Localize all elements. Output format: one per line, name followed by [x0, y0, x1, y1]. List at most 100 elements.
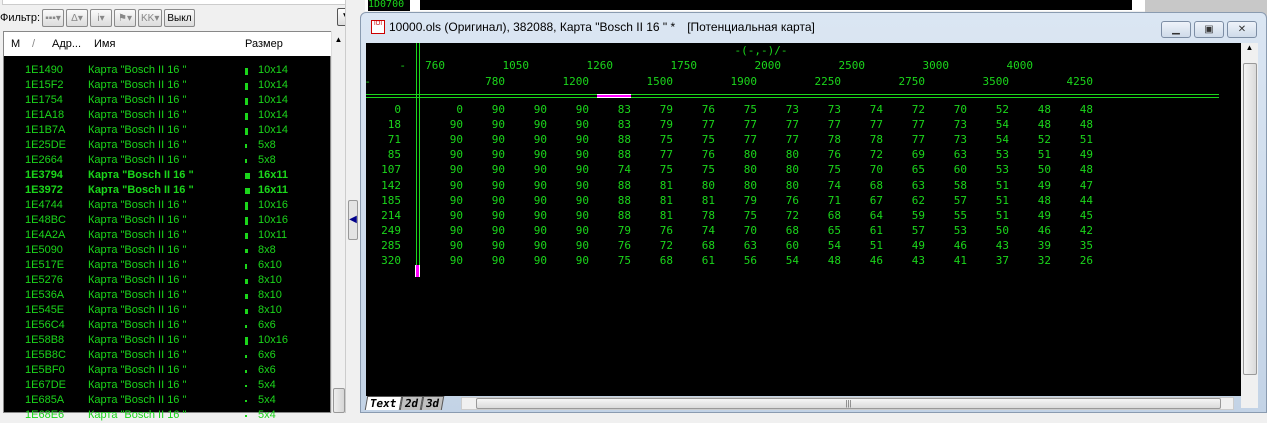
map-cell[interactable]: 46 [1037, 223, 1051, 237]
map-cell[interactable]: 51 [869, 238, 883, 252]
map-cell[interactable]: 90 [491, 118, 505, 132]
map-cell[interactable]: 80 [785, 163, 799, 177]
map-cell[interactable]: 62 [911, 193, 925, 207]
map-cell[interactable]: 54 [785, 254, 799, 267]
map-cell[interactable]: 77 [785, 133, 799, 147]
map-cell[interactable]: 80 [743, 148, 757, 162]
map-cell[interactable]: 74 [869, 103, 883, 116]
map-cell[interactable]: 90 [533, 193, 547, 207]
map-cell[interactable]: 75 [701, 163, 715, 177]
minimize-button[interactable]: ▁ [1161, 21, 1191, 38]
list-item[interactable]: 1E5276 Карта "Bosch II 16 " 8x10 [4, 273, 332, 288]
map-cell[interactable]: 53 [995, 163, 1009, 177]
map-cell[interactable]: 76 [659, 223, 673, 237]
filter-flag-button[interactable]: ⚑▾ [114, 9, 137, 27]
map-cell[interactable]: 90 [533, 163, 547, 177]
map-cell[interactable]: 45 [1079, 208, 1093, 222]
map-cell[interactable]: 90 [533, 208, 547, 222]
col-mark[interactable]: M [11, 38, 21, 50]
map-cell[interactable]: 68 [701, 238, 715, 252]
map-cell[interactable]: 81 [701, 193, 715, 207]
map-cell[interactable]: 49 [911, 238, 925, 252]
list-item[interactable]: 1E685A Карта "Bosch II 16 " 5x4 [4, 393, 332, 408]
map-cell[interactable]: 50 [995, 223, 1009, 237]
map-cell[interactable]: 42 [1079, 223, 1093, 237]
map-cell[interactable]: 37 [995, 254, 1009, 267]
map-cell[interactable]: 72 [659, 238, 673, 252]
map-cell[interactable]: 77 [743, 133, 757, 147]
map-cell[interactable]: 80 [743, 178, 757, 192]
map-cell[interactable]: 74 [701, 223, 715, 237]
map-cell[interactable]: 77 [659, 148, 673, 162]
map-cell[interactable]: 35 [1079, 238, 1093, 252]
map-cell[interactable]: 65 [911, 163, 925, 177]
map-cell[interactable]: 32 [1037, 254, 1051, 267]
map-cell[interactable]: 90 [575, 254, 589, 267]
list-item[interactable]: 1E517E Карта "Bosch II 16 " 6x10 [4, 258, 332, 273]
map-cell[interactable]: 51 [995, 178, 1009, 192]
map-cell[interactable]: 76 [701, 103, 715, 116]
map-cell[interactable]: 90 [449, 118, 463, 132]
map-cell[interactable]: 90 [449, 133, 463, 147]
list-item[interactable]: 1E545E Карта "Bosch II 16 " 8x10 [4, 303, 332, 318]
map-cell[interactable]: 54 [995, 133, 1009, 147]
map-cell[interactable]: 52 [1037, 133, 1051, 147]
list-item[interactable]: 1E2664 Карта "Bosch II 16 " 5x8 [4, 153, 332, 168]
map-cell[interactable]: 90 [491, 178, 505, 192]
map-cell[interactable]: 90 [575, 163, 589, 177]
map-cell[interactable]: 90 [449, 178, 463, 192]
map-cell[interactable]: 47 [1079, 178, 1093, 192]
map-cell[interactable]: 77 [869, 118, 883, 132]
horizontal-scroll-thumb[interactable]: ||| [476, 398, 1221, 409]
map-cell[interactable]: 61 [701, 254, 715, 267]
map-cell[interactable]: 50 [1037, 163, 1051, 177]
map-cell[interactable]: 90 [575, 193, 589, 207]
map-cell[interactable]: 75 [617, 254, 631, 267]
map-cell[interactable]: 90 [449, 163, 463, 177]
map-cell[interactable]: 90 [533, 254, 547, 267]
map-cell[interactable]: 46 [953, 238, 967, 252]
map-cell[interactable]: 90 [533, 103, 547, 116]
list-item[interactable]: 1E5090 Карта "Bosch II 16 " 8x8 [4, 243, 332, 258]
list-scrollbar[interactable]: ▲ [331, 31, 345, 413]
list-item[interactable]: 1E4A2A Карта "Bosch II 16 " 10x11 [4, 228, 332, 243]
map-cell[interactable]: 58 [953, 178, 967, 192]
map-cell[interactable]: 41 [953, 254, 967, 267]
map-cell[interactable]: 90 [491, 148, 505, 162]
map-cell[interactable]: 73 [953, 133, 967, 147]
tab-text[interactable]: Text [364, 396, 402, 410]
map-cell[interactable]: 79 [617, 223, 631, 237]
map-cell[interactable]: 74 [827, 178, 841, 192]
map-cell[interactable]: 57 [911, 223, 925, 237]
map-cell[interactable]: 72 [869, 148, 883, 162]
map-cell[interactable]: 90 [533, 133, 547, 147]
list-scroll-thumb[interactable] [333, 388, 345, 413]
map-cell[interactable]: 68 [869, 178, 883, 192]
map-cell[interactable]: 90 [575, 103, 589, 116]
map-cell[interactable]: 70 [743, 223, 757, 237]
map-cell[interactable]: 90 [533, 223, 547, 237]
map-cell[interactable]: 56 [743, 254, 757, 267]
map-cell[interactable]: 51 [995, 208, 1009, 222]
map-cell[interactable]: 77 [911, 133, 925, 147]
map-cell[interactable]: 78 [869, 133, 883, 147]
list-item[interactable]: 1E58B8 Карта "Bosch II 16 " 10x16 [4, 333, 332, 348]
map-cell[interactable]: 80 [701, 178, 715, 192]
collapse-arrow-icon[interactable]: ◀ [348, 200, 358, 240]
vertical-scroll-thumb[interactable] [1243, 63, 1257, 375]
map-cell[interactable]: 57 [953, 193, 967, 207]
map-cell[interactable]: 49 [1037, 208, 1051, 222]
map-cell[interactable]: 63 [953, 148, 967, 162]
map-cell[interactable]: 75 [827, 163, 841, 177]
map-cell[interactable]: 26 [1079, 254, 1093, 267]
map-cell[interactable]: 90 [449, 148, 463, 162]
map-cell[interactable]: 90 [449, 238, 463, 252]
map-text-view[interactable]: -(-,-)/- - - 760780105012001260150017501… [366, 43, 1241, 396]
filter-off-button[interactable]: Выкл [164, 9, 195, 27]
list-item[interactable]: 1E1B7A Карта "Bosch II 16 " 10x14 [4, 123, 332, 138]
map-cell[interactable]: 68 [827, 208, 841, 222]
map-cell[interactable]: 48 [1037, 118, 1051, 132]
map-cell[interactable]: 81 [659, 178, 673, 192]
map-cell[interactable]: 90 [491, 193, 505, 207]
map-cell[interactable]: 59 [911, 208, 925, 222]
